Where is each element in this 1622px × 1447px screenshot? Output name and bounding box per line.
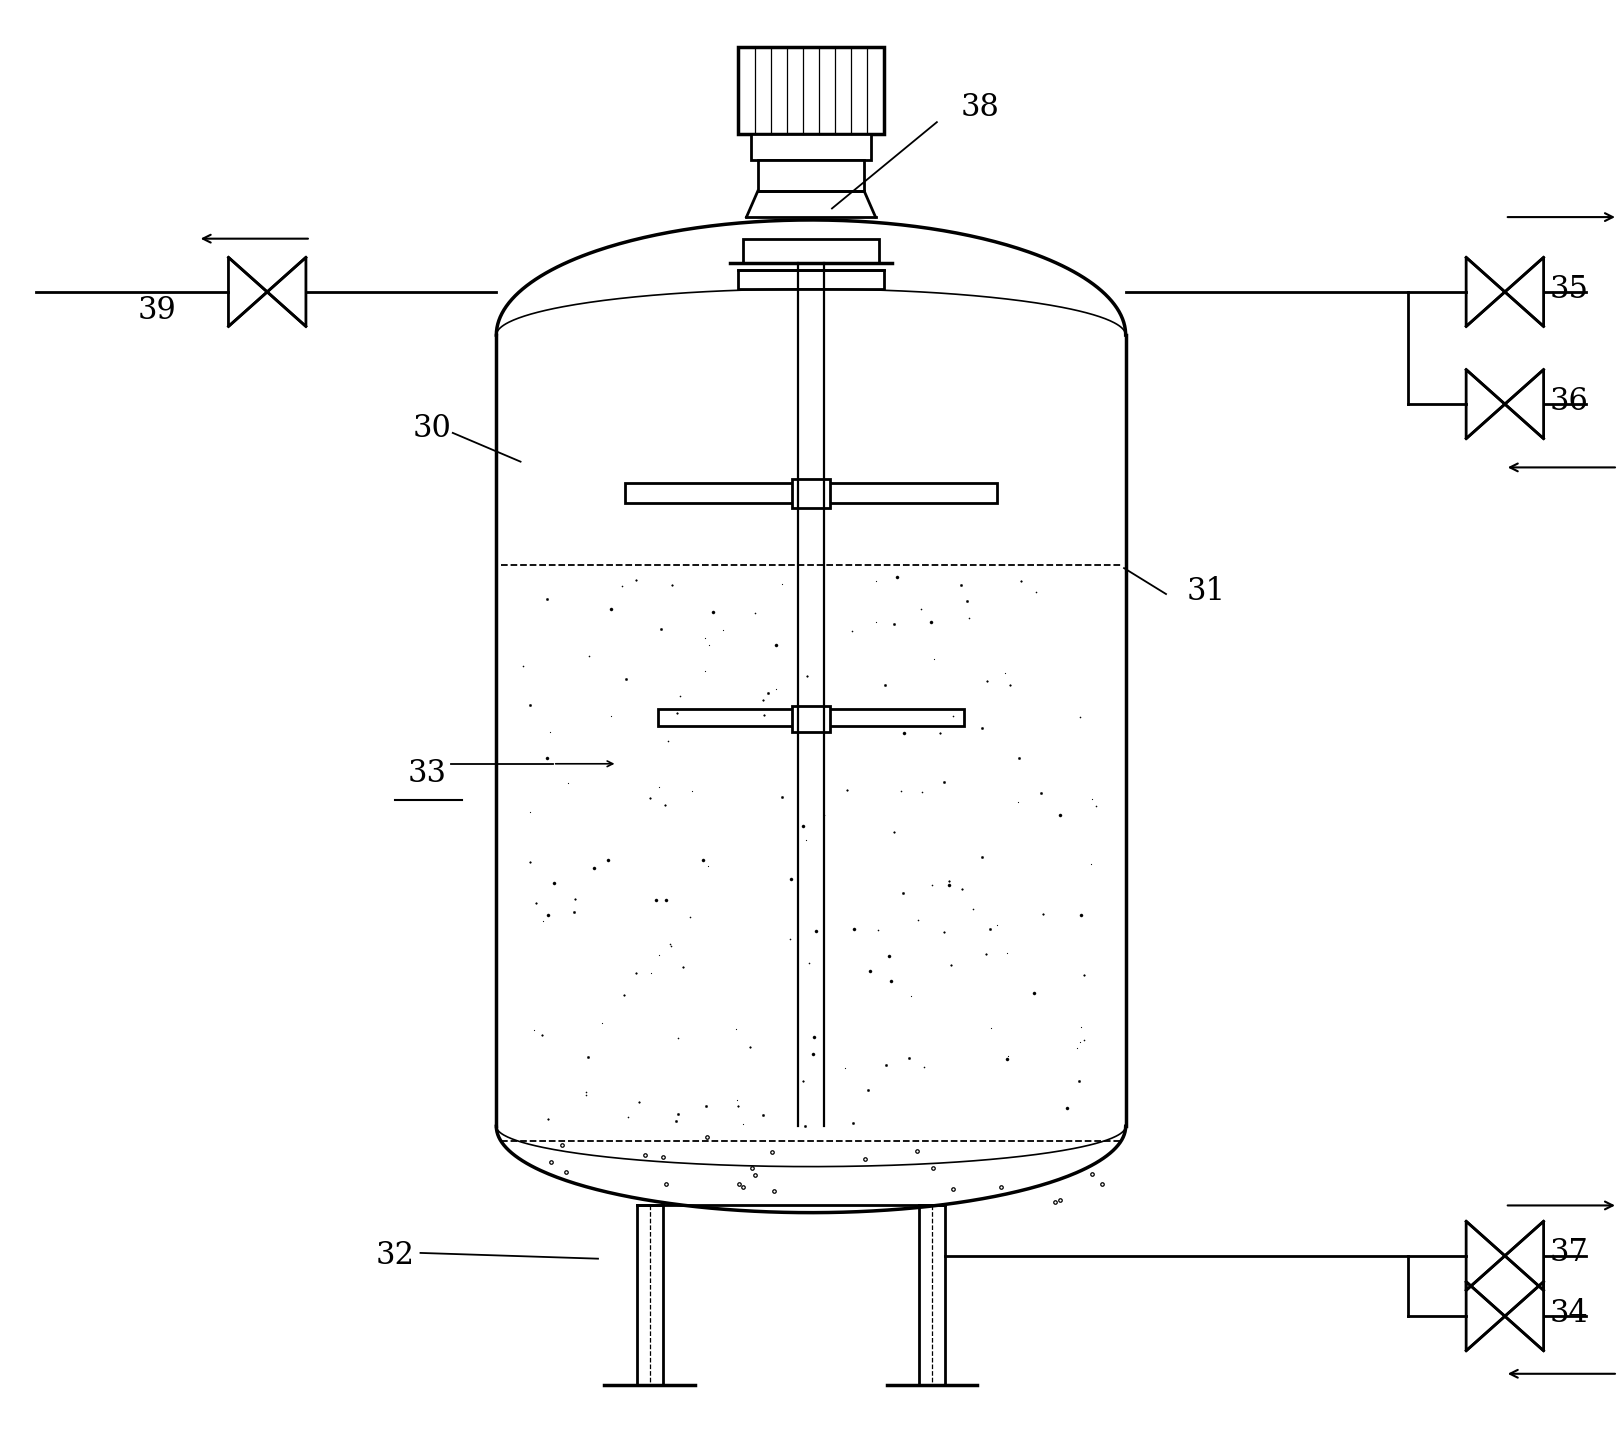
Polygon shape [1466,1282,1505,1350]
Bar [738,48,884,133]
Bar [757,159,865,191]
Bar [657,709,965,726]
Text: 38: 38 [960,93,999,123]
Polygon shape [1505,258,1544,327]
Bar [738,271,884,289]
Bar [792,706,830,732]
Text: 32: 32 [375,1240,414,1272]
Polygon shape [1505,1282,1544,1350]
Bar [751,133,871,159]
Text: 35: 35 [1551,273,1590,304]
Polygon shape [1466,1221,1505,1291]
Text: 39: 39 [138,295,177,326]
Polygon shape [268,258,307,327]
Polygon shape [229,258,268,327]
Bar [743,239,879,263]
Text: 31: 31 [1187,576,1226,606]
Polygon shape [1505,369,1544,438]
Text: 36: 36 [1551,386,1590,417]
Bar [792,479,830,508]
Text: 30: 30 [412,412,451,444]
Text: 37: 37 [1551,1237,1590,1269]
Polygon shape [1466,369,1505,438]
Polygon shape [1466,258,1505,327]
Text: 34: 34 [1551,1298,1590,1328]
Polygon shape [1505,1221,1544,1291]
Text: 33: 33 [407,758,446,790]
Bar [626,483,996,504]
